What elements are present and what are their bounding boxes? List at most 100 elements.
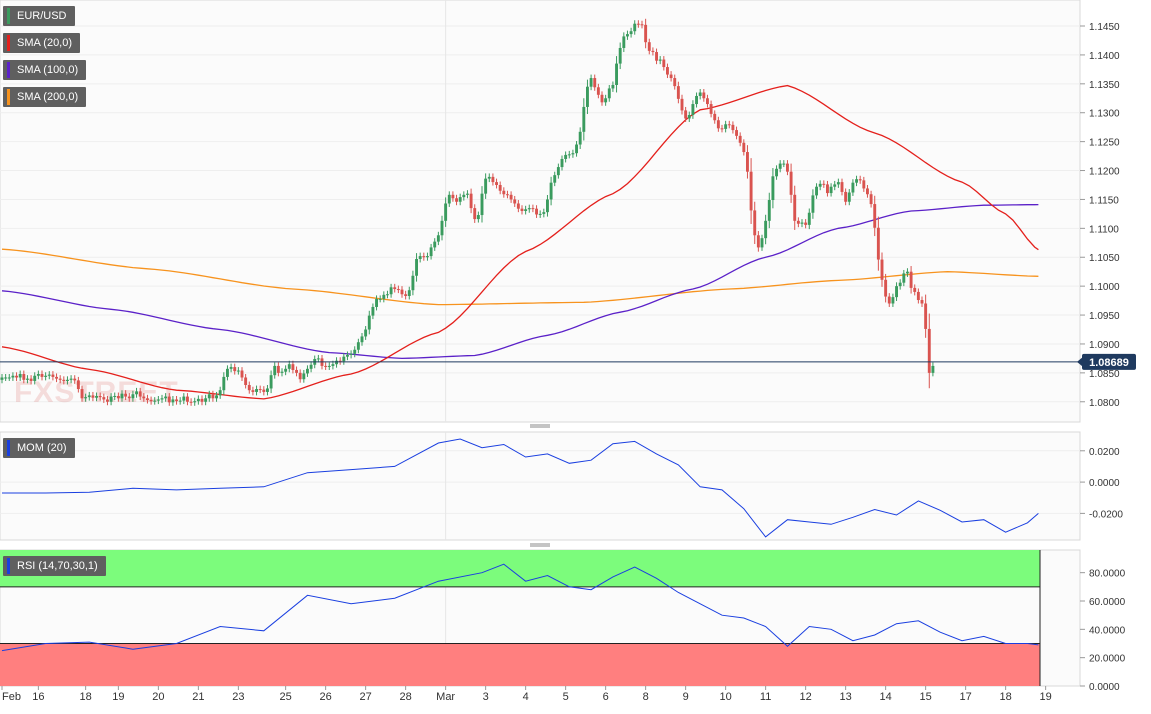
candle-body-157 (571, 153, 575, 155)
mom-y-label-0: 0.0200 (1089, 447, 1120, 458)
candle-body-50 (182, 396, 186, 401)
legend-rsi[interactable]: RSI (14,70,30,1) (3, 556, 106, 576)
candle-body-130 (473, 208, 477, 220)
candle-body-188 (684, 110, 688, 119)
candle-body-38 (138, 391, 142, 397)
candle-body-200 (727, 124, 731, 126)
candle-body-123 (447, 194, 451, 204)
candle-body-67 (244, 377, 248, 386)
candle-body-37 (135, 391, 138, 395)
x-label-4: 20 (152, 691, 164, 703)
legend-sma100[interactable]: SMA (100,0) (3, 60, 87, 80)
candle-body-204 (742, 142, 746, 153)
candle-body-15 (55, 376, 58, 379)
legend-sma200[interactable]: SMA (200,0) (3, 87, 87, 107)
price-y-label-13: 1.0800 (1089, 398, 1120, 409)
candle-body-135 (491, 176, 495, 183)
candle-body-129 (469, 193, 473, 209)
sma20-swatch (7, 35, 10, 51)
candle-body-34 (124, 393, 128, 397)
candle-body-82 (298, 372, 302, 380)
sma200-swatch (7, 89, 10, 105)
x-label-5: 21 (192, 691, 204, 703)
x-label-26: 19 (1040, 691, 1052, 703)
legend-symbol[interactable]: EUR/USD (3, 6, 75, 26)
candle-body-209 (760, 238, 764, 248)
candle-body-108 (393, 287, 397, 290)
price-y-label-10: 1.0950 (1089, 311, 1120, 322)
candle-body-94 (342, 356, 346, 362)
candle-body-60 (218, 390, 222, 396)
candle-body-101 (367, 315, 371, 330)
candle-body-179 (651, 50, 655, 53)
candle-body-248 (902, 273, 906, 283)
candle-body-14 (51, 374, 55, 377)
candle-body-140 (509, 194, 513, 200)
candle-body-194 (706, 98, 709, 105)
candle-body-178 (647, 42, 651, 51)
candle-body-23 (84, 397, 88, 399)
candle-body-227 (826, 184, 829, 194)
candle-body-104 (378, 298, 382, 300)
candle-body-169 (615, 63, 618, 85)
sma100-swatch (7, 62, 10, 78)
candle-body-52 (189, 401, 193, 403)
candle-body-47 (171, 399, 175, 403)
candle-body-165 (600, 94, 604, 103)
candle-body-234 (851, 182, 855, 193)
x-label-15: 6 (603, 691, 609, 703)
candle-body-19 (69, 378, 73, 380)
rsi-y-label-1: 60.0000 (1089, 597, 1126, 608)
legend-sma20[interactable]: SMA (20,0) (3, 33, 81, 53)
candle-body-164 (596, 87, 600, 95)
candle-body-139 (506, 194, 509, 196)
candle-body-141 (513, 199, 517, 204)
candle-body-89 (324, 365, 328, 367)
sma100-line (1, 203, 1039, 360)
candle-body-96 (349, 353, 353, 355)
candle-body-211 (767, 200, 771, 221)
candle-body-161 (586, 86, 589, 107)
candle-body-136 (495, 182, 498, 185)
sma200-line (1, 248, 1039, 306)
price-y-label-1: 1.1400 (1089, 51, 1120, 62)
symbol-swatch (7, 8, 10, 24)
candle-body-254 (924, 303, 928, 329)
legend-sma20-label: SMA (20,0) (17, 37, 73, 49)
candle-body-226 (822, 183, 826, 185)
x-label-13: 4 (523, 691, 529, 703)
candle-body-144 (524, 209, 528, 211)
candle-body-131 (476, 215, 480, 220)
candle-body-247 (898, 282, 902, 287)
candle-body-115 (418, 256, 422, 259)
candle-body-33 (120, 393, 124, 399)
x-label-19: 11 (760, 691, 771, 703)
candle-body-3 (11, 375, 15, 378)
candle-body-112 (407, 290, 411, 296)
rsi-swatch (7, 558, 10, 574)
candle-body-64 (233, 367, 237, 372)
candle-body-91 (331, 364, 335, 366)
candle-body-116 (422, 256, 426, 258)
candle-body-199 (724, 124, 728, 129)
candle-body-81 (295, 369, 298, 373)
candle-body-26 (95, 395, 98, 398)
candle-body-177 (644, 24, 648, 43)
candle-body-224 (815, 186, 818, 196)
candle-body-203 (738, 135, 742, 143)
candle-body-253 (920, 300, 924, 304)
candle-body-84 (306, 368, 309, 374)
candle-body-185 (673, 78, 677, 87)
rsi-y-label-3: 20.0000 (1089, 654, 1126, 665)
candle-body-223 (811, 195, 815, 213)
candle-body-255 (927, 328, 931, 373)
candle-body-109 (396, 289, 400, 291)
candle-body-156 (567, 154, 571, 156)
legend-mom[interactable]: MOM (20) (3, 438, 75, 458)
candle-body-106 (386, 294, 389, 296)
candle-body-59 (215, 395, 218, 399)
candle-body-48 (175, 399, 178, 402)
rsi-line (1, 563, 1039, 652)
rsi-y-label-2: 40.0000 (1089, 625, 1126, 636)
mom-y-label-2: -0.0200 (1089, 509, 1123, 520)
